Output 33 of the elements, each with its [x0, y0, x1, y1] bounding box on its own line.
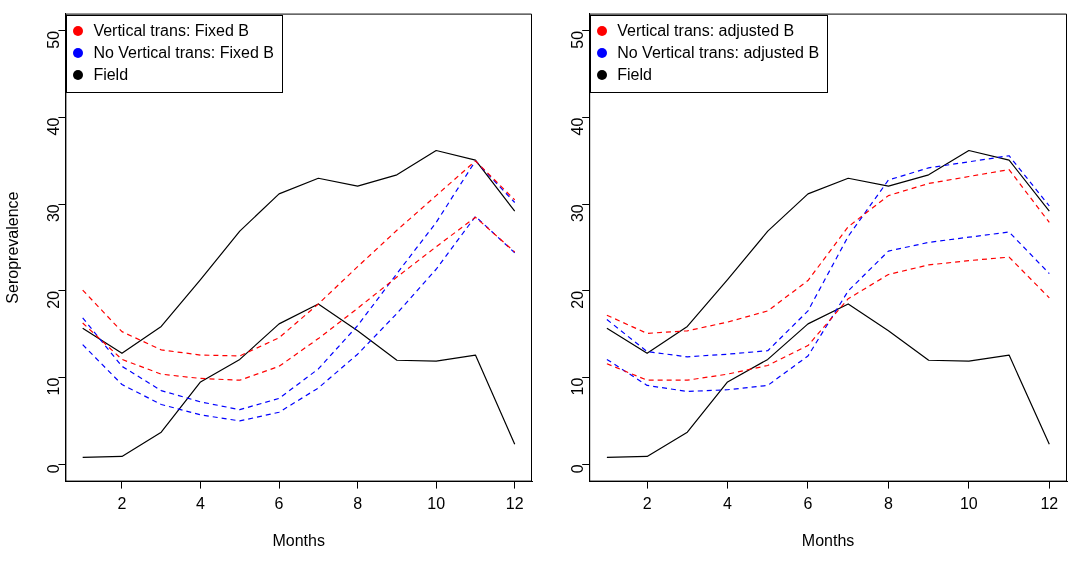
y-tick-label: 20	[44, 290, 62, 309]
y-tick-label: 50	[568, 30, 586, 49]
legend-label: Field	[616, 64, 653, 85]
x-tick-label: 12	[1040, 494, 1059, 512]
y-tick-label: 10	[44, 377, 62, 396]
y-tick-label: 30	[568, 204, 586, 223]
x-tick-label: 8	[353, 494, 363, 512]
y-tick-label: 10	[568, 377, 586, 396]
y-axis-title: Seroprevalence	[4, 191, 22, 304]
x-tick-label: 6	[274, 494, 284, 512]
y-tick-label: 20	[568, 290, 586, 309]
y-tick-label: 0	[568, 464, 586, 474]
legend-label: Vertical trans: Fixed B	[92, 20, 250, 41]
legend-label: No Vertical trans: Fixed B	[92, 42, 274, 63]
x-axis-title: Months	[801, 531, 855, 549]
x-tick-label: 6	[803, 494, 813, 512]
y-tick-label: 40	[44, 117, 62, 136]
y-tick-label: 30	[44, 204, 62, 223]
legend-label: No Vertical trans: adjusted B	[616, 42, 820, 63]
legend-label: Vertical trans: adjusted B	[616, 20, 796, 41]
x-tick-label: 12	[505, 494, 524, 512]
legend-label: Field	[92, 64, 130, 85]
y-tick-label: 50	[44, 30, 62, 49]
x-axis-title: Months	[272, 531, 325, 549]
y-tick-label: 40	[568, 117, 586, 136]
x-tick-label: 2	[642, 494, 652, 512]
x-tick-label: 10	[427, 494, 446, 512]
x-tick-label: 4	[196, 494, 206, 512]
x-tick-label: 4	[723, 494, 733, 512]
x-tick-label: 2	[117, 494, 127, 512]
y-tick-label: 0	[44, 464, 62, 474]
x-tick-label: 8	[883, 494, 893, 512]
x-tick-label: 10	[959, 494, 978, 512]
